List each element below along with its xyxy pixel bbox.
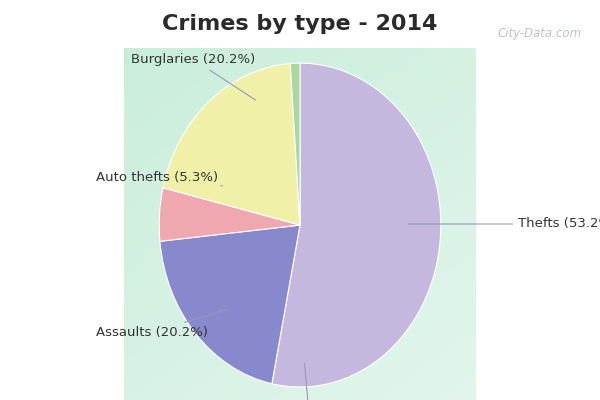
- Wedge shape: [163, 64, 300, 225]
- Text: Thefts (53.2%): Thefts (53.2%): [409, 218, 600, 230]
- Text: Rapes (1.1%): Rapes (1.1%): [265, 363, 354, 400]
- Wedge shape: [160, 225, 300, 384]
- Wedge shape: [290, 63, 300, 225]
- Text: City-Data.com: City-Data.com: [497, 27, 581, 40]
- Bar: [495, 27, 499, 37]
- Wedge shape: [159, 188, 300, 241]
- Bar: [490, 31, 494, 37]
- Bar: [500, 30, 505, 37]
- Text: Burglaries (20.2%): Burglaries (20.2%): [131, 53, 256, 100]
- Wedge shape: [272, 63, 441, 387]
- Text: Crimes by type - 2014: Crimes by type - 2014: [163, 14, 437, 34]
- Text: Auto thefts (5.3%): Auto thefts (5.3%): [96, 171, 223, 186]
- Text: Assaults (20.2%): Assaults (20.2%): [96, 309, 227, 339]
